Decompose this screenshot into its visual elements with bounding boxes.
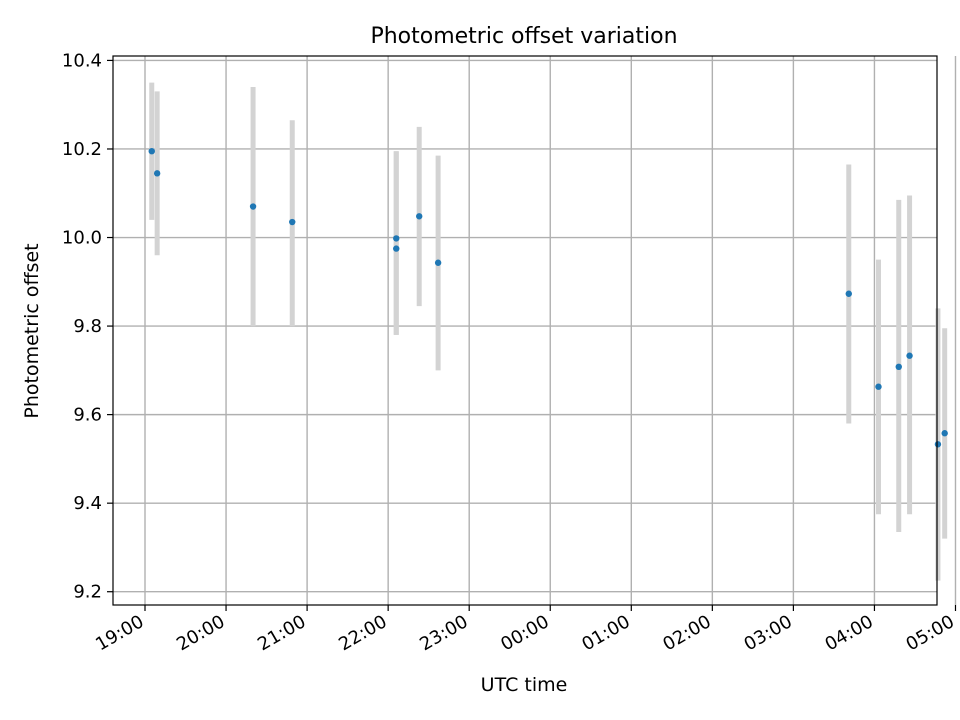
plot-frame: [112, 55, 938, 606]
data-point: [934, 441, 942, 448]
data-point: [289, 218, 296, 226]
data-point: [906, 352, 913, 359]
chart-title: Photometric offset variation: [370, 24, 677, 49]
data-point: [416, 213, 423, 220]
data-point: [153, 170, 161, 177]
data-point: [393, 235, 400, 242]
data-point: [393, 245, 400, 252]
y-tick-label: 9.4: [73, 493, 102, 514]
data-point: [148, 147, 155, 155]
data-point: [895, 363, 902, 371]
data-point: [875, 383, 882, 390]
data-point: [845, 290, 852, 297]
y-axis-ticks: 9.2 9.4 9.6 9.8 10.0 10.2 10.4: [62, 50, 113, 603]
grid-layer: [113, 56, 957, 605]
y-axis-title: Photometric offset: [21, 243, 43, 418]
data-point: [249, 203, 257, 210]
x-axis-title: UTC time: [481, 674, 568, 696]
y-tick-label: 9.6: [73, 405, 102, 426]
data-point: [434, 259, 442, 266]
y-tick-label: 10.4: [62, 50, 102, 71]
point-layer: [148, 147, 948, 448]
y-tick-label: 10.0: [62, 228, 102, 249]
data-point: [941, 430, 948, 437]
y-tick-label: 10.2: [62, 139, 102, 160]
y-tick-label: 9.2: [73, 582, 102, 603]
y-tick-label: 9.8: [73, 316, 102, 337]
